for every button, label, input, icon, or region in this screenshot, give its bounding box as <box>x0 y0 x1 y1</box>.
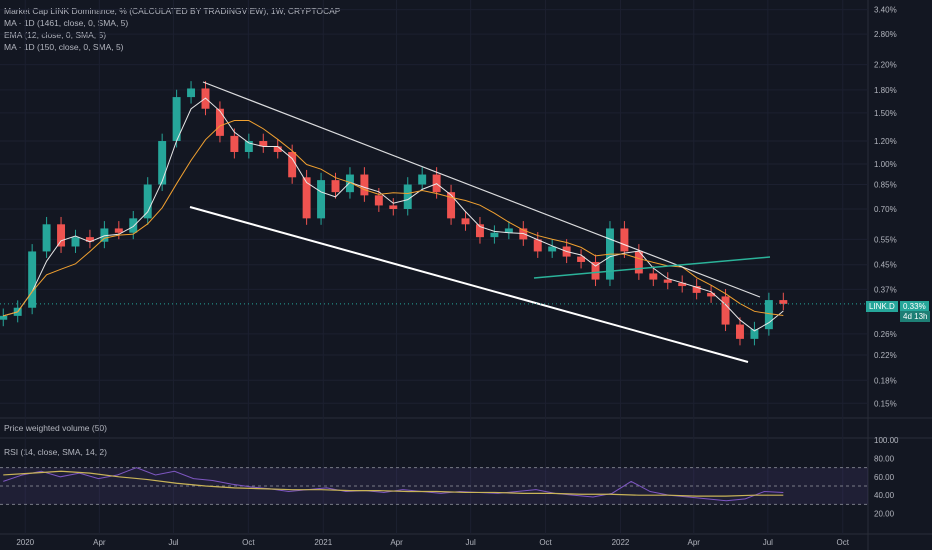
candle-body <box>215 108 224 136</box>
chart-title: Market Cap LINK Dominance, % (CALCULATED… <box>4 6 341 16</box>
legend-price-weighted-volume[interactable]: Price weighted volume (50) <box>4 423 107 433</box>
candle-body <box>0 315 8 320</box>
legend-rsi[interactable]: RSI (14, close, SMA, 14, 2) <box>4 447 107 457</box>
candle-body <box>736 324 744 339</box>
candle-body <box>490 232 499 238</box>
price-tick-label: 0.37% <box>874 285 897 294</box>
price-tick-label: 0.15% <box>874 399 897 408</box>
candle-body <box>345 174 354 193</box>
ma-line <box>3 120 784 317</box>
candle-body <box>389 205 398 209</box>
candle-body <box>317 180 326 219</box>
candle-body <box>57 224 66 247</box>
candle-body <box>143 184 152 219</box>
candle-body <box>721 296 730 325</box>
time-tick-label: Oct <box>242 538 255 547</box>
candle-body <box>634 251 643 274</box>
candle-body <box>447 192 456 219</box>
candle-body <box>42 224 51 252</box>
candle-body <box>750 329 759 339</box>
candle-body <box>707 292 716 297</box>
price-tick-label: 2.80% <box>874 30 897 39</box>
time-tick-label: Apr <box>93 538 106 547</box>
rsi-tick-label: 20.00 <box>874 510 895 519</box>
candle-body <box>678 282 687 287</box>
time-tick-label: Jul <box>763 538 773 547</box>
candle-body <box>533 239 542 252</box>
candle-body <box>504 228 513 233</box>
candle-body <box>85 237 94 242</box>
candle-body <box>244 141 253 152</box>
candle-body <box>663 279 672 283</box>
candle-body <box>259 141 268 147</box>
candle-body <box>577 256 586 262</box>
legend-ema-12[interactable]: EMA (12, close, 0, SMA, 5) <box>4 30 107 40</box>
candle-body <box>779 300 788 304</box>
candle-body <box>548 246 557 252</box>
candle-body <box>114 228 123 233</box>
rsi-tick-label: 100.00 <box>874 436 899 445</box>
price-tick-label: 1.80% <box>874 86 897 95</box>
channel-upper-line <box>202 81 761 298</box>
candle-body <box>475 224 484 238</box>
rsi-tick-label: 80.00 <box>874 454 895 463</box>
candle-body <box>649 273 658 280</box>
candle-body <box>28 251 37 308</box>
candle-body <box>331 180 340 193</box>
candle-body <box>273 146 282 152</box>
price-tick-label: 0.22% <box>874 351 897 360</box>
price-tick-label: 0.26% <box>874 330 897 339</box>
price-tick-label: 2.20% <box>874 61 897 70</box>
candle-body <box>230 135 239 152</box>
price-tick-label: 0.45% <box>874 261 897 270</box>
time-tick-label: Jul <box>466 538 476 547</box>
time-tick-label: Apr <box>688 538 701 547</box>
rsi-tick-label: 60.00 <box>874 473 895 482</box>
candle-body <box>403 184 412 209</box>
candle-body <box>374 195 383 206</box>
candle-body <box>692 286 701 293</box>
price-tick-label: 3.40% <box>874 6 897 15</box>
time-tick-label: 2020 <box>16 538 34 547</box>
candle-body <box>71 237 80 247</box>
time-tick-label: Oct <box>539 538 552 547</box>
price-tick-label: 0.85% <box>874 181 897 190</box>
time-tick-label: 2022 <box>612 538 630 547</box>
candle-body <box>764 300 773 330</box>
ascending-trendline <box>533 256 771 279</box>
time-tick-label: 2021 <box>314 538 332 547</box>
price-tick-label: 0.55% <box>874 235 897 244</box>
price-tick-label: 1.20% <box>874 137 897 146</box>
time-tick-label: Apr <box>390 538 403 547</box>
candle-body <box>158 141 167 185</box>
price-tick-label: 0.18% <box>874 376 897 385</box>
candle-body <box>620 228 629 252</box>
candle-body <box>461 218 470 225</box>
countdown-badge: 4d 13h <box>900 311 931 322</box>
price-tick-label: 1.00% <box>874 160 897 169</box>
legend-ma-1461[interactable]: MA · 1D (1461, close, 0, SMA, 5) <box>4 18 129 28</box>
candle-body <box>100 228 109 242</box>
rsi-tick-label: 40.00 <box>874 491 895 500</box>
channel-lower-line <box>189 206 749 363</box>
candle-body <box>187 88 196 98</box>
candle-body <box>418 174 427 185</box>
rsi-ma-line <box>3 470 784 497</box>
last-price-badge: 0.33% <box>900 301 929 312</box>
price-tick-label: 0.70% <box>874 205 897 214</box>
candle-body <box>129 218 138 233</box>
legend-ma-150[interactable]: MA · 1D (150, close, 0, SMA, 5) <box>4 42 124 52</box>
symbol-name-badge: LINK.D <box>866 301 898 312</box>
candle-body <box>302 177 311 219</box>
candle-body <box>172 97 181 142</box>
candle-body <box>360 174 369 196</box>
time-tick-label: Jul <box>168 538 178 547</box>
candle-body <box>288 151 297 178</box>
candle-body <box>591 261 600 280</box>
price-tick-label: 1.50% <box>874 109 897 118</box>
time-tick-label: Oct <box>837 538 850 547</box>
ema-line <box>3 97 784 332</box>
